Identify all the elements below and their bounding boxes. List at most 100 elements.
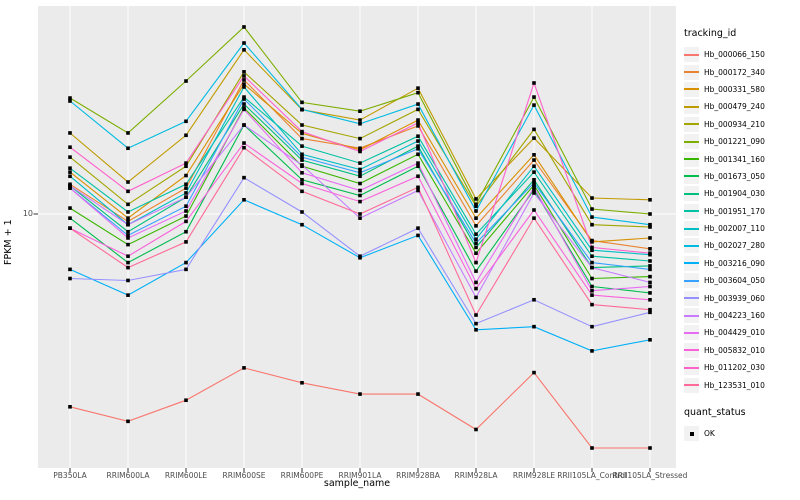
data-point bbox=[184, 260, 188, 265]
data-point bbox=[590, 215, 594, 219]
data-point bbox=[184, 79, 188, 83]
data-point bbox=[416, 144, 420, 148]
data-point bbox=[358, 170, 362, 175]
data-point bbox=[126, 210, 130, 214]
data-point bbox=[648, 280, 652, 285]
legend-key bbox=[684, 151, 699, 167]
data-point bbox=[242, 48, 246, 52]
data-point bbox=[358, 216, 362, 220]
line-swatch-icon bbox=[684, 175, 699, 178]
data-point bbox=[474, 260, 478, 265]
data-point bbox=[184, 195, 188, 199]
data-point bbox=[126, 254, 130, 259]
line-swatch-icon bbox=[684, 158, 699, 161]
data-point bbox=[68, 183, 72, 188]
legend-key bbox=[684, 360, 699, 376]
legend-item: Hb_123531_010 bbox=[684, 376, 798, 393]
data-point bbox=[648, 284, 652, 289]
data-point bbox=[648, 197, 652, 202]
data-point bbox=[242, 123, 246, 127]
data-point bbox=[590, 446, 594, 450]
legend-item: Hb_011202_030 bbox=[684, 359, 798, 376]
legend-key bbox=[684, 325, 699, 341]
data-point bbox=[532, 297, 536, 302]
data-point bbox=[532, 216, 536, 220]
data-point bbox=[532, 158, 536, 162]
data-point bbox=[300, 163, 304, 167]
data-point bbox=[532, 164, 536, 169]
data-point bbox=[358, 392, 362, 396]
data-point bbox=[590, 207, 594, 211]
data-point bbox=[184, 267, 188, 272]
legend-item-label: Hb_002007_110 bbox=[704, 224, 765, 234]
data-point bbox=[184, 133, 188, 138]
line-swatch-icon bbox=[684, 262, 699, 265]
data-point bbox=[68, 166, 72, 170]
legend-item-label: Hb_011202_030 bbox=[704, 363, 765, 373]
data-point bbox=[532, 370, 536, 375]
data-point bbox=[184, 161, 188, 165]
data-point bbox=[126, 242, 130, 247]
line-swatch-icon bbox=[684, 192, 699, 195]
data-point bbox=[416, 102, 420, 106]
data-point bbox=[648, 225, 652, 229]
data-point bbox=[648, 310, 652, 315]
data-point bbox=[358, 199, 362, 204]
x-tick-label: RRIM928LA bbox=[454, 471, 498, 480]
data-point bbox=[242, 366, 246, 370]
data-point bbox=[648, 222, 652, 227]
line-swatch-icon bbox=[684, 366, 699, 369]
legend-item-label: Hb_002027_280 bbox=[704, 241, 765, 251]
data-point bbox=[184, 398, 188, 403]
data-point bbox=[474, 313, 478, 317]
data-point bbox=[358, 174, 362, 179]
data-point bbox=[242, 145, 246, 150]
data-point bbox=[300, 170, 304, 175]
legend-item: Hb_000172_340 bbox=[684, 63, 798, 80]
legend-key bbox=[684, 238, 699, 254]
data-point bbox=[532, 187, 536, 192]
data-point bbox=[590, 240, 594, 244]
data-point bbox=[590, 196, 594, 200]
legend-key bbox=[684, 134, 699, 150]
legend-key bbox=[684, 342, 699, 358]
line-swatch-icon bbox=[684, 297, 699, 300]
data-point bbox=[590, 222, 594, 227]
data-point bbox=[358, 118, 362, 122]
legend-panel: tracking_id Hb_000066_150 Hb_000172_340 Hb… bbox=[684, 28, 798, 442]
legend-item-label: Hb_001673_050 bbox=[704, 171, 765, 181]
x-tick-label: RRIM600SE bbox=[222, 471, 266, 480]
data-point bbox=[416, 188, 420, 193]
data-point bbox=[532, 178, 536, 182]
y-tick-label: 10 bbox=[22, 209, 33, 218]
data-point bbox=[68, 96, 72, 100]
legend-key bbox=[684, 308, 699, 324]
data-point bbox=[242, 74, 246, 78]
data-point bbox=[184, 209, 188, 213]
data-point bbox=[242, 107, 246, 112]
data-point bbox=[416, 161, 420, 165]
legend-item: Hb_000066_150 bbox=[684, 46, 798, 63]
data-point bbox=[532, 153, 536, 157]
data-point bbox=[300, 152, 304, 157]
data-point bbox=[242, 175, 246, 180]
legend-key bbox=[684, 81, 699, 97]
data-point bbox=[648, 291, 652, 295]
data-point bbox=[358, 254, 362, 259]
data-point bbox=[532, 180, 536, 185]
line-swatch-icon bbox=[684, 349, 699, 352]
legend-item: Hb_002007_110 bbox=[684, 220, 798, 237]
data-point bbox=[474, 197, 478, 201]
data-point bbox=[300, 155, 304, 159]
line-swatch-icon bbox=[684, 384, 699, 387]
data-point bbox=[416, 139, 420, 143]
legend-key bbox=[684, 273, 699, 289]
data-point bbox=[416, 164, 420, 169]
legend-item: Hb_000934_210 bbox=[684, 116, 798, 133]
data-point bbox=[68, 155, 72, 159]
line-swatch-icon bbox=[684, 140, 699, 143]
legend-item-label: Hb_000479_240 bbox=[704, 102, 765, 112]
data-point bbox=[242, 197, 246, 202]
